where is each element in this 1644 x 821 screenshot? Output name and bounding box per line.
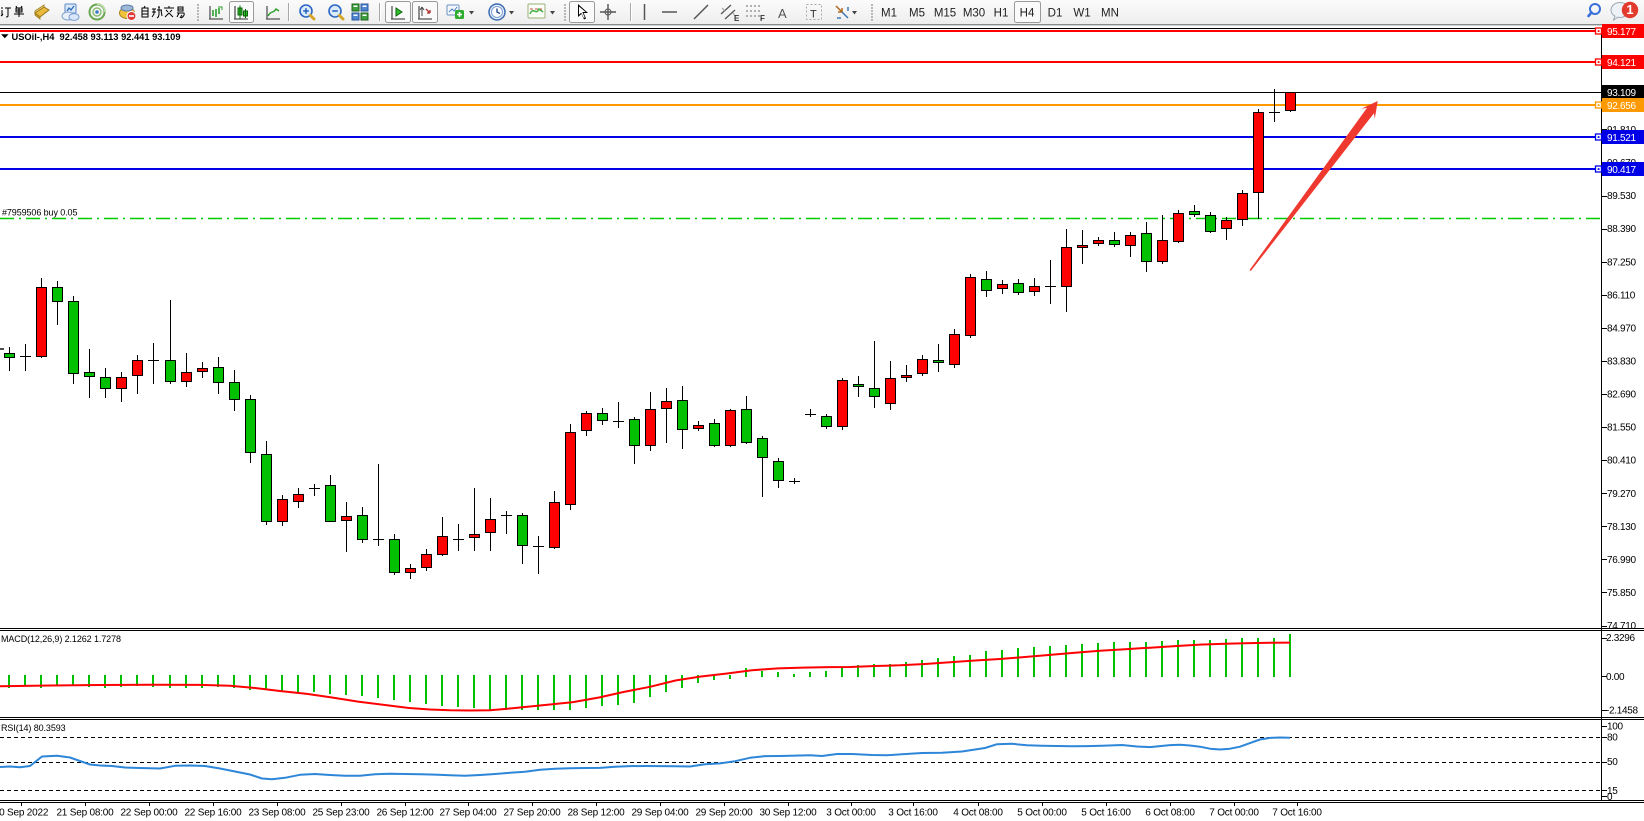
svg-text:3 Oct 00:00: 3 Oct 00:00 <box>826 808 876 819</box>
svg-text:84.970: 84.970 <box>1607 324 1637 335</box>
svg-text:-2.1458: -2.1458 <box>1606 706 1639 717</box>
svg-text:7 Oct 16:00: 7 Oct 16:00 <box>1272 808 1322 819</box>
svg-text:1: 1 <box>1626 2 1633 17</box>
svg-text:95.177: 95.177 <box>1607 27 1637 38</box>
svg-text:80.410: 80.410 <box>1607 456 1637 467</box>
svg-text:28 Sep 12:00: 28 Sep 12:00 <box>567 808 625 819</box>
svg-text:0.00: 0.00 <box>1606 672 1625 683</box>
svg-text:92.656: 92.656 <box>1607 101 1637 112</box>
svg-text:88.390: 88.390 <box>1607 224 1637 235</box>
svg-text:MN: MN <box>1101 8 1119 20</box>
svg-text:22 Sep 16:00: 22 Sep 16:00 <box>184 808 242 819</box>
svg-text:5 Oct 16:00: 5 Oct 16:00 <box>1081 808 1131 819</box>
svg-text:H1: H1 <box>994 8 1009 20</box>
svg-text:76.990: 76.990 <box>1607 555 1637 566</box>
svg-text:27 Sep 04:00: 27 Sep 04:00 <box>439 808 497 819</box>
svg-text:H4: H4 <box>1020 8 1035 20</box>
svg-text:USOil-,H4 92.458 93.113 92.44: USOil-,H4 92.458 93.113 92.441 93.109 <box>12 32 181 42</box>
svg-text:30 Sep 12:00: 30 Sep 12:00 <box>759 808 817 819</box>
svg-text:D1: D1 <box>1048 8 1063 20</box>
svg-text:86.110: 86.110 <box>1607 290 1636 301</box>
svg-text:6 Oct 08:00: 6 Oct 08:00 <box>1145 808 1195 819</box>
svg-text:81.550: 81.550 <box>1607 423 1637 434</box>
svg-text:22 Sep 00:00: 22 Sep 00:00 <box>120 808 178 819</box>
svg-text:7 Oct 00:00: 7 Oct 00:00 <box>1209 808 1259 819</box>
svg-text:T: T <box>810 9 817 21</box>
svg-text:94.121: 94.121 <box>1607 58 1637 69</box>
svg-text:F: F <box>760 14 765 23</box>
svg-text:78.130: 78.130 <box>1607 522 1637 533</box>
svg-text:27 Sep 20:00: 27 Sep 20:00 <box>503 808 561 819</box>
svg-text:21 Sep 08:00: 21 Sep 08:00 <box>56 808 114 819</box>
svg-text:75.850: 75.850 <box>1607 588 1637 599</box>
svg-text:83.830: 83.830 <box>1607 357 1637 368</box>
svg-text:74.710: 74.710 <box>1607 621 1637 632</box>
svg-text:82.690: 82.690 <box>1607 390 1637 401</box>
svg-text:15: 15 <box>1607 786 1618 797</box>
svg-text:80: 80 <box>1607 733 1618 744</box>
svg-text:A: A <box>778 6 787 21</box>
svg-text:W1: W1 <box>1073 8 1090 20</box>
svg-text:3 Oct 16:00: 3 Oct 16:00 <box>888 808 938 819</box>
svg-text:29 Sep 04:00: 29 Sep 04:00 <box>631 808 689 819</box>
svg-text:20 Sep 2022: 20 Sep 2022 <box>0 808 49 819</box>
svg-text:79.270: 79.270 <box>1607 489 1637 500</box>
svg-text:4 Oct 08:00: 4 Oct 08:00 <box>953 808 1003 819</box>
svg-text:91.521: 91.521 <box>1607 133 1637 144</box>
svg-text:M15: M15 <box>934 8 956 20</box>
svg-text:RSI(14) 80.3593: RSI(14) 80.3593 <box>1 723 66 733</box>
svg-text:100: 100 <box>1607 722 1624 733</box>
svg-text:5 Oct 00:00: 5 Oct 00:00 <box>1017 808 1067 819</box>
svg-text:MACD(12,26,9) 2.1262 1.7278: MACD(12,26,9) 2.1262 1.7278 <box>1 634 121 644</box>
svg-text:M5: M5 <box>909 8 925 20</box>
svg-text:89.530: 89.530 <box>1607 191 1637 202</box>
svg-text:M30: M30 <box>963 8 985 20</box>
svg-text:#7959506 buy 0.05: #7959506 buy 0.05 <box>2 208 77 218</box>
svg-text:23 Sep 08:00: 23 Sep 08:00 <box>248 808 306 819</box>
svg-text:93.109: 93.109 <box>1607 88 1637 99</box>
svg-text:87.250: 87.250 <box>1607 257 1637 268</box>
svg-text:25 Sep 23:00: 25 Sep 23:00 <box>312 808 370 819</box>
svg-text:50: 50 <box>1607 757 1618 768</box>
svg-text:M1: M1 <box>881 8 897 20</box>
svg-text:0: 0 <box>1607 792 1613 803</box>
svg-text:E: E <box>734 14 740 23</box>
svg-text:29 Sep 20:00: 29 Sep 20:00 <box>695 808 753 819</box>
svg-text:26 Sep 12:00: 26 Sep 12:00 <box>376 808 434 819</box>
svg-text:90.417: 90.417 <box>1607 165 1637 176</box>
svg-text:2.3296: 2.3296 <box>1606 633 1636 644</box>
